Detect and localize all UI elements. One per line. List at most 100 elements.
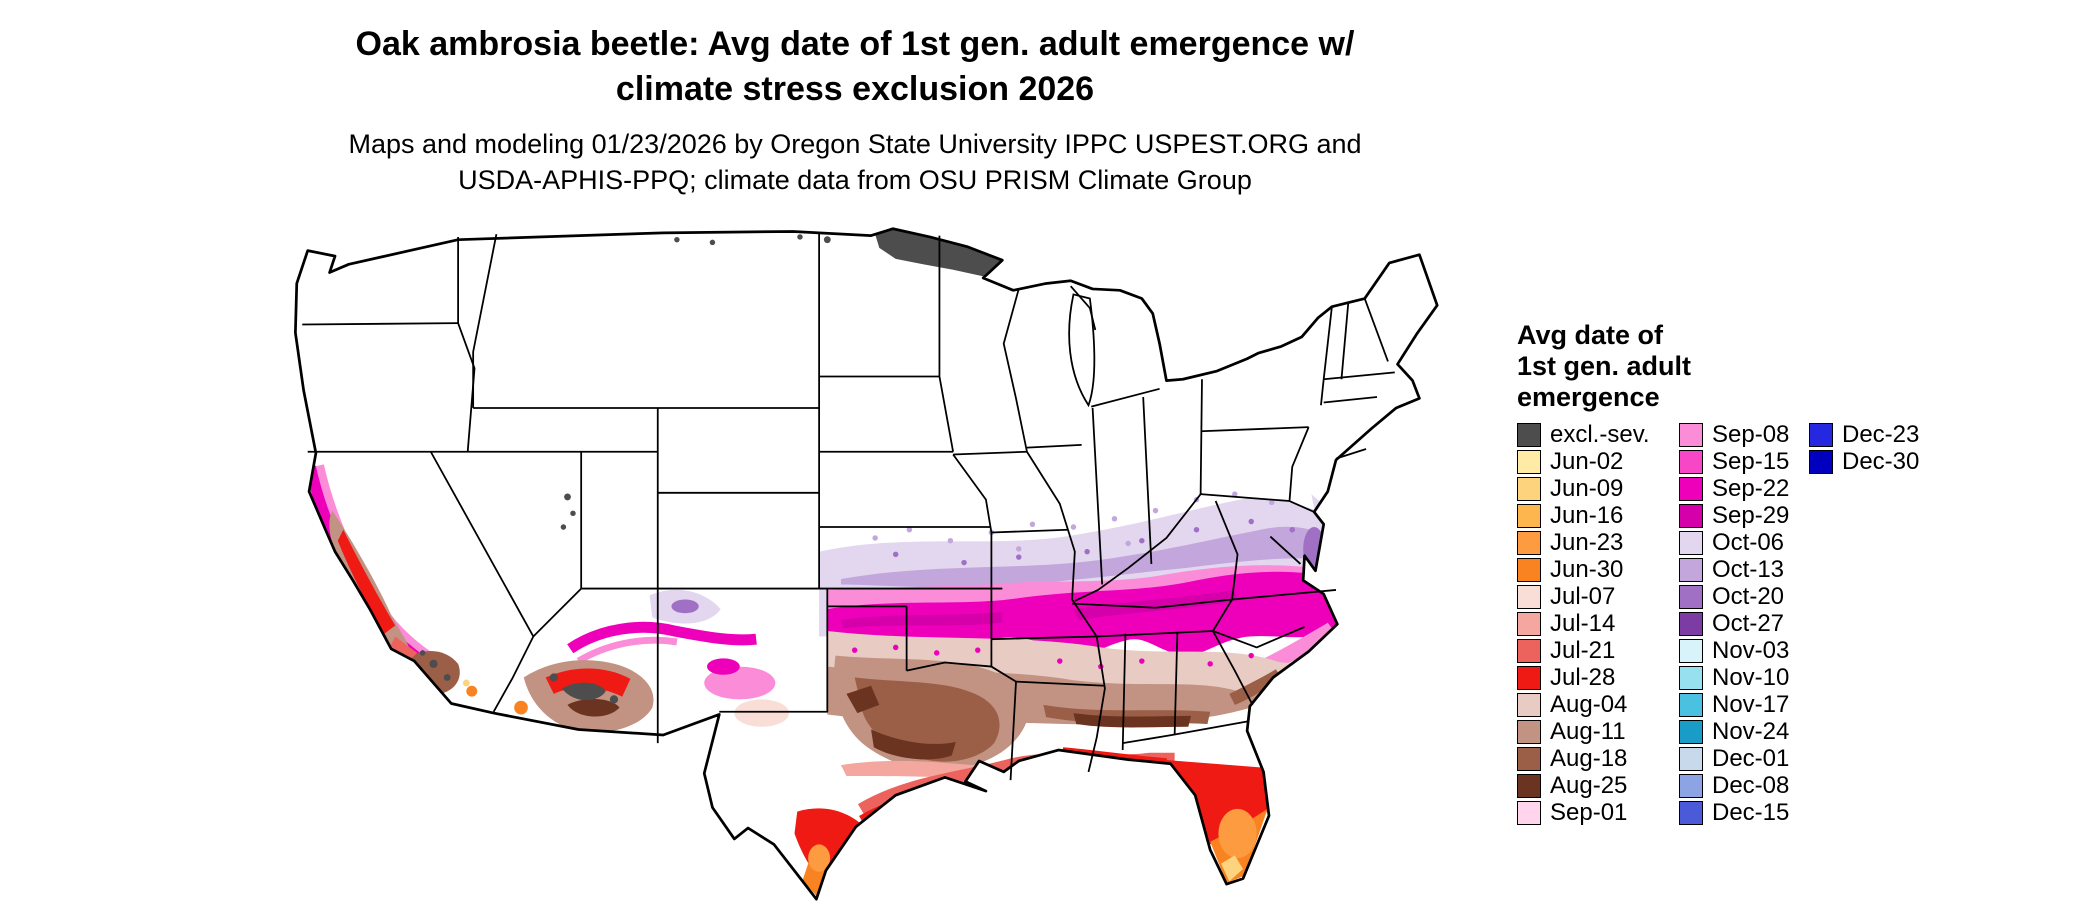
- legend-title: Avg date of 1st gen. adult emergence: [1517, 320, 2077, 413]
- legend-label: Oct-20: [1712, 582, 1785, 610]
- legend-swatch: [1517, 476, 1541, 501]
- legend-label: Jul-07: [1550, 582, 1616, 610]
- legend-label: excl.-sev.: [1550, 420, 1650, 448]
- us-emergence-map: [294, 227, 1439, 901]
- legend-swatch: [1517, 530, 1541, 555]
- page-title-line2: climate stress exclusion 2026: [615, 70, 1095, 108]
- legend-swatch: [1679, 773, 1703, 798]
- legend-title-line2: 1st gen. adult: [1517, 351, 1692, 381]
- page-title: Oak ambrosia beetle: Avg date of 1st gen…: [150, 22, 1560, 112]
- state-borders: [302, 232, 1395, 781]
- legend-swatch: [1517, 800, 1541, 825]
- legend-label: Dec-30: [1842, 447, 1920, 475]
- legend-entry: Sep-15: [1679, 448, 1789, 475]
- legend-swatch: [1679, 800, 1703, 825]
- legend-entry: Jul-07: [1517, 583, 1650, 610]
- legend-swatch: [1809, 422, 1833, 447]
- legend-entry: Aug-18: [1517, 745, 1650, 772]
- lake-michigan: [1068, 293, 1096, 408]
- legend-swatch: [1517, 638, 1541, 663]
- legend-label: Aug-11: [1550, 717, 1626, 745]
- legend-label: Sep-15: [1712, 447, 1790, 475]
- legend-entry: Sep-01: [1517, 799, 1650, 826]
- legend-entry: Jul-28: [1517, 664, 1650, 691]
- legend-entry: Oct-27: [1679, 610, 1789, 637]
- legend-swatch: [1679, 719, 1703, 744]
- legend-label: Aug-04: [1550, 690, 1628, 718]
- legend-label: Dec-23: [1842, 420, 1920, 448]
- legend-entry: Nov-10: [1679, 664, 1789, 691]
- legend-label: Nov-03: [1712, 636, 1790, 664]
- legend-entry: Aug-11: [1517, 718, 1650, 745]
- legend-label: Sep-22: [1712, 474, 1790, 502]
- legend-label: Jul-21: [1550, 636, 1616, 664]
- legend-label: Jun-09: [1550, 474, 1624, 502]
- legend-swatch: [1517, 557, 1541, 582]
- legend-swatch: [1517, 422, 1541, 447]
- legend-entry: Oct-13: [1679, 556, 1789, 583]
- legend-entry: Aug-25: [1517, 772, 1650, 799]
- legend-swatch: [1517, 692, 1541, 717]
- legend-swatch: [1679, 584, 1703, 609]
- legend-column-2: Sep-08 Sep-15 Sep-22 Sep-29 Oct-06 Oct-13 Oct-…: [1679, 421, 1789, 826]
- page-subtitle: Maps and modeling 01/23/2026 by Oregon S…: [150, 126, 1560, 198]
- legend-title-line3: emergence: [1517, 382, 1660, 412]
- legend-label: Aug-25: [1550, 771, 1628, 799]
- legend-entry: Jul-14: [1517, 610, 1650, 637]
- legend-swatch: [1679, 503, 1703, 528]
- legend-swatch: [1679, 557, 1703, 582]
- legend-label: Jun-30: [1550, 555, 1624, 583]
- legend-entry: Nov-24: [1679, 718, 1789, 745]
- legend-entry: Oct-20: [1679, 583, 1789, 610]
- legend-swatch: [1517, 449, 1541, 474]
- legend-entry: Jun-02: [1517, 448, 1650, 475]
- legend-label: Sep-01: [1550, 798, 1628, 826]
- legend-swatch: [1679, 746, 1703, 771]
- legend-entry: Dec-01: [1679, 745, 1789, 772]
- legend-label: Oct-13: [1712, 555, 1785, 583]
- legend-entry: Oct-06: [1679, 529, 1789, 556]
- page-subtitle-line2: USDA-APHIS-PPQ; climate data from OSU PR…: [458, 165, 1252, 195]
- legend-swatch: [1679, 692, 1703, 717]
- legend-swatch: [1517, 503, 1541, 528]
- legend-label: Dec-08: [1712, 771, 1790, 799]
- legend-swatch: [1517, 773, 1541, 798]
- legend-entry: Nov-17: [1679, 691, 1789, 718]
- page-subtitle-line1: Maps and modeling 01/23/2026 by Oregon S…: [348, 129, 1362, 159]
- legend-entry: Jun-30: [1517, 556, 1650, 583]
- map-color-regions: [295, 228, 1438, 900]
- legend-label: Dec-01: [1712, 744, 1790, 772]
- legend: Avg date of 1st gen. adult emergence exc…: [1517, 320, 2077, 826]
- legend-entry: Aug-04: [1517, 691, 1650, 718]
- legend-swatch: [1679, 422, 1703, 447]
- legend-label: Dec-15: [1712, 798, 1790, 826]
- us-outline: [294, 227, 1439, 901]
- legend-swatch: [1679, 449, 1703, 474]
- legend-entry: Sep-22: [1679, 475, 1789, 502]
- legend-label: Aug-18: [1550, 744, 1628, 772]
- legend-title-line1: Avg date of: [1517, 320, 1664, 350]
- legend-entry: Jul-21: [1517, 637, 1650, 664]
- page-title-line1: Oak ambrosia beetle: Avg date of 1st gen…: [355, 25, 1355, 63]
- legend-entry: Dec-15: [1679, 799, 1789, 826]
- legend-label: Jul-28: [1550, 663, 1616, 691]
- legend-label: Oct-27: [1712, 609, 1785, 637]
- legend-entry: Dec-30: [1809, 448, 1919, 475]
- legend-label: Nov-17: [1712, 690, 1790, 718]
- legend-swatch: [1679, 638, 1703, 663]
- legend-label: Nov-10: [1712, 663, 1790, 691]
- legend-label: Jun-16: [1550, 501, 1624, 529]
- legend-entry: Dec-23: [1809, 421, 1919, 448]
- legend-swatch: [1517, 665, 1541, 690]
- legend-swatch: [1679, 611, 1703, 636]
- legend-entry: Jun-09: [1517, 475, 1650, 502]
- legend-swatch: [1679, 530, 1703, 555]
- legend-swatch: [1517, 611, 1541, 636]
- legend-entry: Dec-08: [1679, 772, 1789, 799]
- legend-entry: Nov-03: [1679, 637, 1789, 664]
- legend-swatch: [1809, 449, 1833, 474]
- legend-label: Nov-24: [1712, 717, 1790, 745]
- legend-label: Jun-02: [1550, 447, 1624, 475]
- legend-label: Sep-08: [1712, 420, 1790, 448]
- legend-swatch: [1679, 476, 1703, 501]
